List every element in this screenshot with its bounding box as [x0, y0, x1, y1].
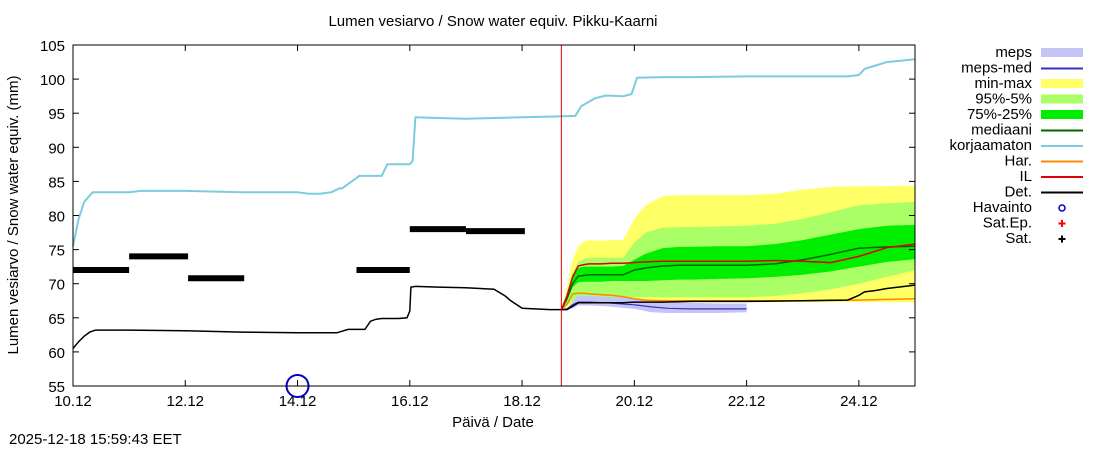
x-tick-label: 12.12 — [166, 393, 204, 410]
x-tick-label: 24.12 — [840, 393, 878, 410]
legend-label-p75_25: 75%-25% — [967, 106, 1032, 123]
band-75-25 — [561, 225, 915, 310]
line-korjaamaton — [72, 58, 916, 247]
legend-swatch-sat — [1058, 235, 1066, 243]
legend: mepsmeps-medmin-max95%-5%75%-25%mediaani… — [949, 44, 1083, 247]
y-tick-label: 85 — [48, 174, 65, 191]
legend-label-mediaani: mediaani — [971, 122, 1032, 139]
legend-label-det: Det. — [1004, 184, 1032, 201]
legend-label-satep: Sat.Ep. — [983, 215, 1032, 232]
legend-label-meps: meps — [995, 44, 1032, 61]
line-meps-med — [561, 301, 747, 311]
plot-area: 55 60 65 70 75 80 85 90 95 100 105 10.12 12.12 14.12 1… — [40, 38, 916, 410]
legend-label-har: Har. — [1004, 153, 1032, 170]
x-tick-label: 22.12 — [728, 393, 766, 410]
legend-label-sat: Sat. — [1005, 230, 1032, 247]
y-tick-label: 65 — [48, 311, 65, 328]
y-tick-label: 100 — [40, 72, 65, 89]
x-axis-label: Päivä / Date — [452, 414, 534, 431]
line-mediaani — [560, 245, 916, 310]
x-tick-label: 14.12 — [279, 393, 317, 410]
y-tick-label: 75 — [48, 243, 65, 260]
legend-swatch-p75_25 — [1041, 110, 1083, 119]
x-tick-label: 18.12 — [503, 393, 541, 410]
x-tick-label: 10.12 — [54, 393, 92, 410]
legend-swatch-meps — [1041, 48, 1083, 57]
legend-label-meps_med: meps-med — [961, 60, 1032, 77]
legend-swatch-havainto — [1058, 204, 1066, 212]
legend-label-p95_5: 95%-5% — [975, 91, 1032, 108]
timestamp: 2025-12-18 15:59:43 EET — [9, 431, 182, 448]
y-tick-label: 95 — [48, 106, 65, 123]
legend-swatch-p95_5 — [1041, 94, 1083, 104]
line-il — [560, 243, 916, 310]
y-tick-label: 105 — [40, 38, 65, 55]
legend-label-il: IL — [1019, 168, 1032, 185]
legend-label-korjaamaton: korjaamaton — [949, 137, 1032, 154]
y-tick-label: 55 — [48, 379, 65, 396]
chart-title: Lumen vesiarvo / Snow water equiv. Pikku… — [328, 13, 657, 30]
legend-label-minmax: min-max — [974, 75, 1032, 92]
y-tick-label: 80 — [48, 209, 65, 226]
y-tick-label: 90 — [48, 140, 65, 157]
legend-label-havainto: Havainto — [973, 199, 1032, 216]
legend-swatch-satep — [1058, 220, 1066, 227]
legend-swatch-minmax — [1041, 79, 1083, 88]
line-det — [72, 284, 916, 349]
x-tick-label: 16.12 — [391, 393, 429, 410]
y-tick-label: 60 — [48, 345, 65, 362]
x-tick-label: 20.12 — [616, 393, 654, 410]
y-axis-label: Lumen vesiarvo / Snow water equiv. (mm) — [5, 76, 22, 355]
y-tick-label: 70 — [48, 277, 65, 294]
